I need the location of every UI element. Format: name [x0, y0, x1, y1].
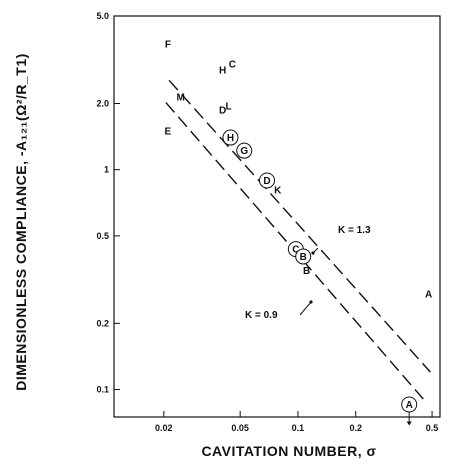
annotation-leader-tip: [309, 300, 313, 304]
data-point-circle: [295, 248, 312, 265]
plot-frame: [113, 15, 441, 418]
data-point-label: C: [229, 59, 236, 70]
data-point-label: B: [300, 252, 307, 263]
data-point: D: [219, 105, 226, 116]
data-point-label: B: [303, 266, 310, 277]
data-point: E: [165, 126, 172, 137]
data-point-label: G: [240, 146, 248, 157]
data-point: B: [303, 266, 310, 277]
data-point-label: C: [292, 245, 299, 256]
data-point-label: D: [263, 176, 270, 187]
point-arrow-head: [406, 421, 412, 426]
data-point-circle: [401, 396, 418, 413]
annotation-k09: K = 0.9: [245, 310, 278, 321]
data-point: B: [295, 248, 312, 265]
data-point: A: [401, 396, 418, 413]
x-tick-label: 0.1: [292, 423, 305, 433]
data-point: L: [226, 101, 232, 112]
annotation-leader: [299, 301, 312, 316]
data-point: F: [165, 40, 171, 51]
data-point-label: L: [226, 101, 232, 112]
x-tick-label: 0.2: [349, 423, 362, 433]
y-tick-label: 5.0: [96, 11, 109, 21]
data-point-circle: [236, 142, 253, 159]
data-point-circle: [259, 172, 276, 189]
y-tick-label: 2.0: [96, 98, 109, 108]
data-point-circle: [222, 129, 239, 146]
data-point-label: M: [177, 93, 185, 104]
y-axis-title: DIMENSIONLESS COMPLIANCE, -A₁₂₁(Ω²/R_T1): [13, 53, 29, 391]
data-point: C: [229, 59, 236, 70]
data-point: A: [425, 289, 432, 300]
data-point: H: [219, 66, 226, 77]
x-tick-label: 0.5: [426, 423, 439, 433]
x-tick-label: 0.05: [231, 423, 249, 433]
data-point-label: D: [219, 105, 226, 116]
data-point-label: H: [227, 133, 234, 144]
y-tick-label: 1: [104, 165, 109, 175]
data-point-label: E: [165, 126, 172, 137]
data-point: K: [274, 185, 282, 196]
annotation-k13: K = 1.3: [338, 225, 371, 236]
data-point: D: [259, 172, 276, 189]
y-tick-label: 0.5: [96, 231, 109, 241]
y-tick-label: 0.2: [96, 318, 109, 328]
x-axis-title: CAVITATION NUMBER, σ: [201, 443, 376, 459]
x-tick-label: 0.02: [155, 423, 173, 433]
data-point-label: K: [274, 185, 282, 196]
data-point: G: [236, 142, 253, 159]
data-point-label: H: [219, 66, 226, 77]
data-point-label: A: [425, 289, 432, 300]
y-tick-label: 0.1: [96, 385, 109, 395]
data-point: H: [222, 129, 239, 146]
data-point-label: A: [406, 400, 413, 411]
annotation-leader-tip: [311, 251, 315, 255]
series-line-k13: [168, 79, 431, 373]
data-point-label: F: [165, 40, 171, 51]
data-point: M: [177, 93, 185, 104]
